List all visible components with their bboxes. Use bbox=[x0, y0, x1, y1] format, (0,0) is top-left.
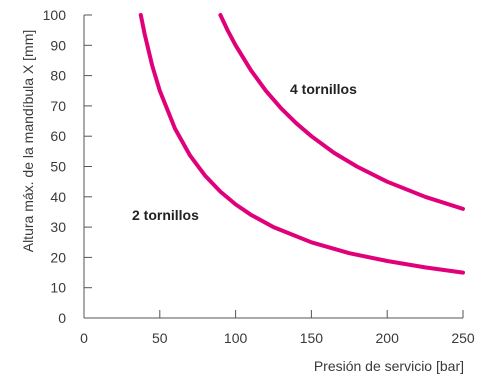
x-tick-label-50: 50 bbox=[152, 330, 168, 346]
y-axis-title: Altura máx. de la mandíbula X [mm] bbox=[20, 30, 36, 253]
x-tick-label-200: 200 bbox=[376, 330, 400, 346]
series bbox=[138, 13, 465, 275]
y-tick-label-10: 10 bbox=[50, 280, 66, 296]
x-tick-label-150: 150 bbox=[300, 330, 324, 346]
x-tick-label-100: 100 bbox=[224, 330, 248, 346]
series-line-2 bbox=[218, 13, 465, 211]
x-axis-title: Presión de servicio [bar] bbox=[314, 358, 464, 374]
y-tick-label-40: 40 bbox=[50, 189, 66, 205]
x-tick-label-0: 0 bbox=[80, 330, 88, 346]
y-tick-label-80: 80 bbox=[50, 68, 66, 84]
y-tick-label-0: 0 bbox=[58, 310, 66, 326]
y-tick-label-60: 60 bbox=[50, 128, 66, 144]
y-tick-label-100: 100 bbox=[43, 7, 67, 23]
ticks: 0 10 20 30 40 50 60 70 80 90 100 0 50 100 150 200 250 bbox=[43, 7, 475, 346]
y-tick-label-30: 30 bbox=[50, 219, 66, 235]
axes bbox=[83, 15, 463, 319]
y-tick-label-20: 20 bbox=[50, 249, 66, 265]
y-tick-label-50: 50 bbox=[50, 159, 66, 175]
series-label-4-tornillos: 4 tornillos bbox=[290, 81, 357, 97]
y-tick-label-70: 70 bbox=[50, 98, 66, 114]
x-tick-label-250: 250 bbox=[451, 330, 475, 346]
series-label-2-tornillos: 2 tornillos bbox=[132, 207, 199, 223]
series-line-1 bbox=[138, 13, 465, 275]
y-tick-label-90: 90 bbox=[50, 37, 66, 53]
